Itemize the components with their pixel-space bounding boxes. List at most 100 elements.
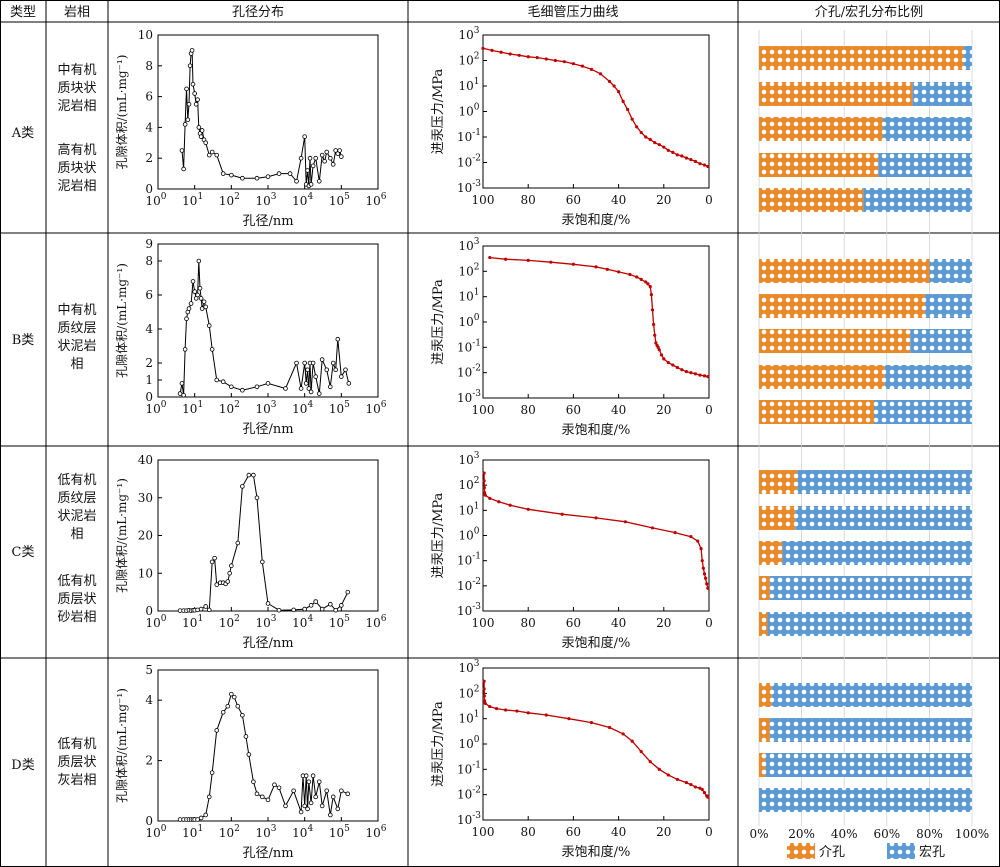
x-tick-label: 100 xyxy=(472,616,495,630)
data-point xyxy=(635,125,639,129)
data-point xyxy=(184,86,189,92)
data-point xyxy=(673,531,677,535)
data-point xyxy=(209,770,215,775)
data-point xyxy=(265,174,271,179)
data-point xyxy=(526,258,530,263)
y-tick-label: 4 xyxy=(145,322,153,336)
data-point xyxy=(684,780,689,785)
data-point xyxy=(701,566,705,570)
data-point xyxy=(689,157,693,162)
data-point xyxy=(243,734,249,739)
data-point xyxy=(229,384,234,390)
data-point xyxy=(179,148,185,153)
y-tick-label: 101 xyxy=(458,710,479,726)
data-point xyxy=(335,336,341,342)
data-point xyxy=(203,604,209,609)
data-point xyxy=(240,175,245,181)
data-point xyxy=(303,773,309,778)
data-point xyxy=(276,171,282,176)
data-point xyxy=(196,125,202,130)
y-tick-label: 4 xyxy=(145,693,153,707)
lithofacies-a2-line3: 泥岩相 xyxy=(57,179,96,194)
data-point xyxy=(650,308,655,312)
data-point xyxy=(499,50,503,54)
x-tick-label: 40 xyxy=(611,616,626,630)
data-point xyxy=(504,708,508,712)
data-point xyxy=(662,145,666,149)
x-tick-label: 60% xyxy=(873,827,900,841)
data-point xyxy=(235,703,241,709)
x-tick-label: 20 xyxy=(656,616,671,630)
y-tick-label: 100 xyxy=(458,313,479,329)
plot-frame xyxy=(482,34,710,189)
plot-frame xyxy=(157,459,379,612)
x-tick-label: 105 xyxy=(329,400,350,416)
data-point xyxy=(698,162,702,166)
lithofacies-c1-line2: 质纹层 xyxy=(57,491,96,506)
x-tick-label: 40 xyxy=(611,403,626,417)
data-point xyxy=(206,152,212,158)
data-point xyxy=(251,779,256,785)
x-tick-label: 40 xyxy=(611,193,626,207)
y-tick-label: 101 xyxy=(458,501,479,517)
data-point xyxy=(225,579,231,584)
data-point xyxy=(220,379,226,385)
data-point xyxy=(339,374,344,379)
pore-panel-1: 100 101 102 103 104 105 106 0 2 4 6 8 10 孔径/nm 孔隙体积/(m… xyxy=(115,28,387,229)
series-line xyxy=(489,256,709,378)
data-point xyxy=(186,306,192,311)
x-tick-label: 103 xyxy=(255,824,276,840)
data-point xyxy=(549,260,553,264)
data-point xyxy=(195,292,200,298)
data-point xyxy=(706,795,710,799)
bar-meso xyxy=(759,612,768,636)
bar-macro xyxy=(929,259,972,283)
y-tick-label: 10-1 xyxy=(457,552,481,568)
data-point xyxy=(308,800,314,806)
lithofacies-a1-line1: 中有机 xyxy=(57,63,96,78)
data-point xyxy=(229,563,234,568)
lithofacies-c1-line1: 低有机 xyxy=(57,473,96,488)
data-point xyxy=(187,63,193,69)
pore-panel-2: 100 101 102 103 104 105 106 0 1 2 4 6 8 9 孔径/nm 孔隙体积/(m… xyxy=(115,237,387,437)
y-tick-label: 30 xyxy=(138,491,153,505)
data-point xyxy=(185,117,191,122)
x-tick-label: 104 xyxy=(292,400,313,416)
data-point xyxy=(488,255,492,260)
data-point xyxy=(657,143,661,147)
data-point xyxy=(675,365,679,370)
y-tick-label: 102 xyxy=(458,684,479,700)
data-point xyxy=(276,607,282,613)
lithofacies-labels: 中有机 质块状 泥岩相 高有机 质块状 泥岩相 中有机 质纹层 状泥岩 相 低有… xyxy=(57,63,96,788)
bar-macro xyxy=(795,506,972,530)
data-point xyxy=(298,155,304,161)
x-axis-title: 孔径/nm xyxy=(242,214,293,229)
y-tick-label: 1 xyxy=(145,373,153,387)
data-point xyxy=(310,360,316,366)
y-tick-label: 10-2 xyxy=(457,786,481,802)
data-point xyxy=(199,306,205,311)
x-tick-label: 60 xyxy=(566,616,581,630)
bar-macro xyxy=(771,683,972,707)
data-point xyxy=(287,171,293,176)
data-point xyxy=(313,374,319,379)
capillary-panel-4: 100 80 60 40 20 0 10-3 10-2 10-1 100 101 102 103 汞饱和度… xyxy=(431,659,713,860)
bar-macro xyxy=(910,329,972,353)
x-tick-label: 20% xyxy=(788,827,815,841)
data-point xyxy=(617,90,621,94)
data-point xyxy=(305,367,310,373)
data-point xyxy=(646,282,650,286)
data-point xyxy=(206,323,212,328)
data-point xyxy=(206,794,212,800)
data-point xyxy=(345,589,351,595)
data-point xyxy=(666,148,670,152)
data-point xyxy=(553,58,557,63)
y-tick-label: 4 xyxy=(145,120,153,134)
x-tick-label: 104 xyxy=(292,614,313,630)
data-point xyxy=(319,606,325,612)
data-point xyxy=(535,55,539,60)
data-point xyxy=(653,333,657,337)
lithofacies-c1-line4: 相 xyxy=(70,527,83,542)
data-point xyxy=(177,391,183,396)
data-point xyxy=(265,797,271,803)
